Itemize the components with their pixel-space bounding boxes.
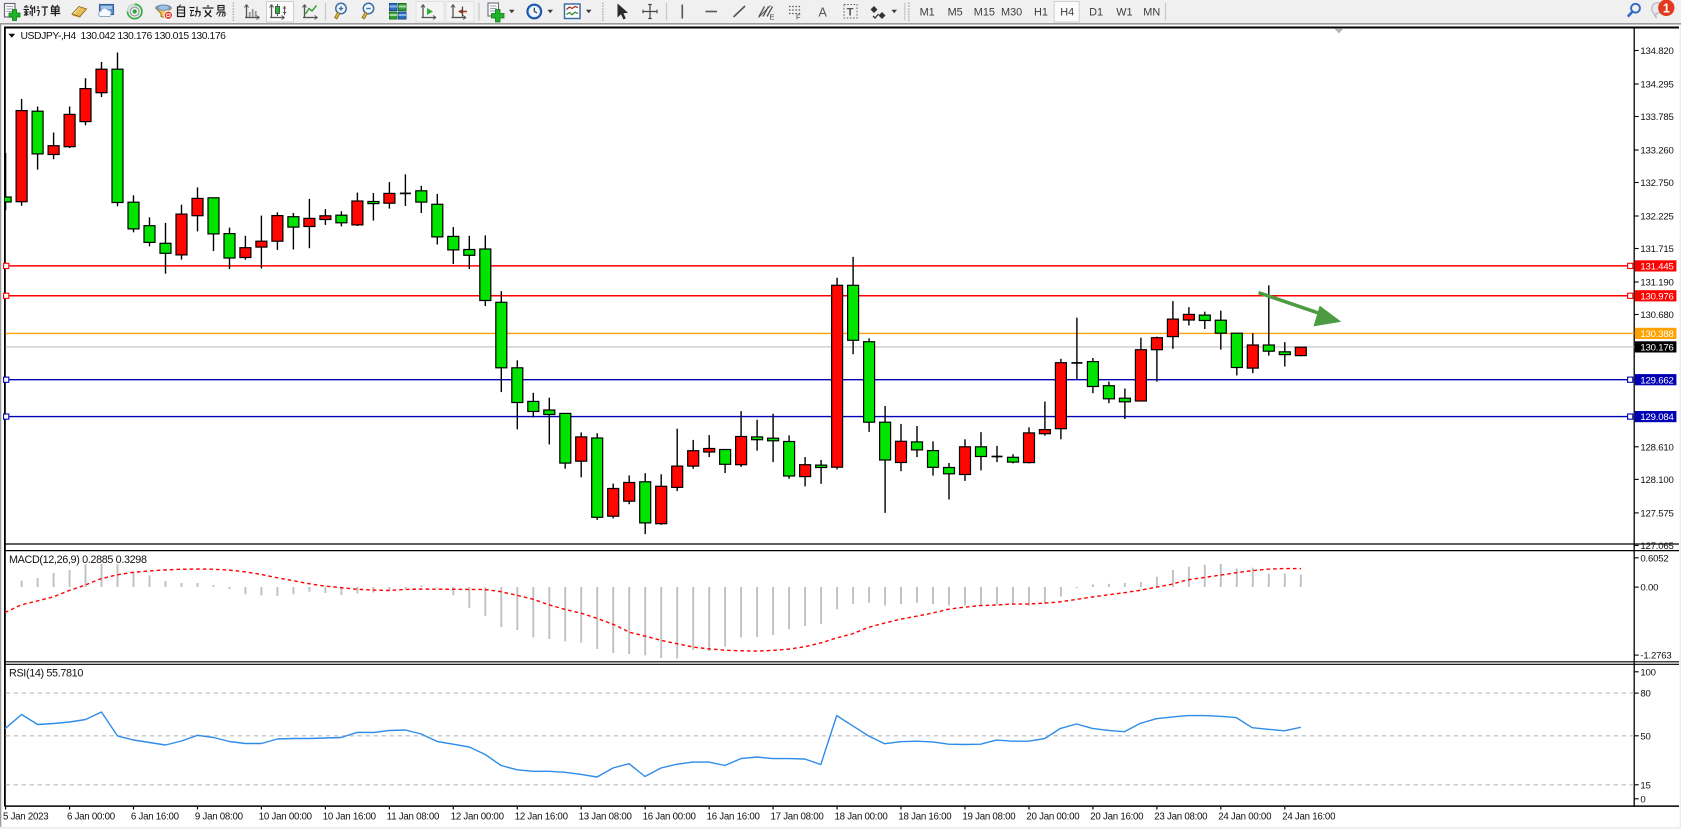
svg-text:-1.2763: -1.2763 — [1640, 651, 1671, 662]
svg-text:T: T — [847, 7, 854, 19]
svg-text:W1: W1 — [1116, 7, 1132, 19]
svg-text:18 Jan 00:00: 18 Jan 00:00 — [835, 811, 889, 822]
svg-text:A: A — [819, 6, 828, 20]
svg-text:D1: D1 — [1089, 7, 1103, 19]
svg-text:M1: M1 — [920, 7, 935, 19]
svg-text:16 Jan 16:00: 16 Jan 16:00 — [707, 811, 761, 822]
svg-text:131.190: 131.190 — [1640, 278, 1673, 289]
svg-text:130.976: 130.976 — [1640, 291, 1673, 302]
svg-text:11 Jan 08:00: 11 Jan 08:00 — [387, 811, 440, 822]
svg-text:80: 80 — [1640, 689, 1650, 700]
svg-text:18 Jan 16:00: 18 Jan 16:00 — [898, 811, 952, 822]
svg-text:6 Jan 16:00: 6 Jan 16:00 — [131, 811, 180, 822]
svg-text:6 Jan 00:00: 6 Jan 00:00 — [67, 811, 116, 822]
svg-text:9 Jan 08:00: 9 Jan 08:00 — [195, 811, 244, 822]
svg-text:127.065: 127.065 — [1640, 541, 1673, 552]
svg-text:100: 100 — [1640, 667, 1655, 678]
svg-text:20 Jan 16:00: 20 Jan 16:00 — [1090, 811, 1144, 822]
svg-text:15: 15 — [1640, 780, 1650, 791]
svg-text:50: 50 — [1640, 731, 1650, 742]
svg-text:M15: M15 — [974, 7, 995, 19]
svg-text:127.575: 127.575 — [1640, 509, 1673, 520]
svg-text:131.715: 131.715 — [1640, 244, 1673, 255]
svg-text:24 Jan 16:00: 24 Jan 16:00 — [1282, 811, 1336, 822]
svg-text:M5: M5 — [948, 7, 963, 19]
svg-text:12 Jan 00:00: 12 Jan 00:00 — [451, 811, 505, 822]
svg-text:12 Jan 16:00: 12 Jan 16:00 — [515, 811, 569, 822]
svg-text:16 Jan 00:00: 16 Jan 00:00 — [643, 811, 697, 822]
svg-text:24 Jan 00:00: 24 Jan 00:00 — [1218, 811, 1272, 822]
svg-text:F: F — [796, 13, 801, 22]
svg-text:5 Jan 2023: 5 Jan 2023 — [3, 811, 48, 822]
svg-text:RSI(14) 55.7810: RSI(14) 55.7810 — [9, 667, 83, 679]
svg-text:20 Jan 00:00: 20 Jan 00:00 — [1026, 811, 1080, 822]
svg-text:130.176: 130.176 — [1640, 343, 1673, 354]
svg-text:133.260: 133.260 — [1640, 146, 1673, 157]
svg-text:133.785: 133.785 — [1640, 112, 1673, 123]
svg-text:132.750: 132.750 — [1640, 178, 1673, 189]
svg-text:134.820: 134.820 — [1640, 46, 1673, 57]
svg-text:19 Jan 08:00: 19 Jan 08:00 — [962, 811, 1016, 822]
svg-text:128.100: 128.100 — [1640, 475, 1673, 486]
svg-text:0.6052: 0.6052 — [1640, 553, 1668, 564]
svg-text:USDJPY-,H4 130.042 130.176 13: USDJPY-,H4 130.042 130.176 130.015 130.1… — [21, 31, 227, 42]
svg-text:0: 0 — [1640, 794, 1645, 805]
svg-text:129.662: 129.662 — [1640, 375, 1673, 386]
svg-text:130.388: 130.388 — [1640, 329, 1673, 340]
svg-text:E: E — [770, 13, 775, 22]
svg-text:10 Jan 16:00: 10 Jan 16:00 — [323, 811, 377, 822]
svg-text:17 Jan 08:00: 17 Jan 08:00 — [771, 811, 825, 822]
svg-text:129.084: 129.084 — [1640, 412, 1674, 423]
svg-text:23 Jan 08:00: 23 Jan 08:00 — [1154, 811, 1208, 822]
svg-text:MN: MN — [1143, 7, 1160, 19]
svg-text:128.610: 128.610 — [1640, 442, 1673, 453]
svg-text:1: 1 — [1663, 1, 1670, 15]
svg-text:134.295: 134.295 — [1640, 80, 1673, 91]
svg-text:13 Jan 08:00: 13 Jan 08:00 — [579, 811, 633, 822]
svg-text:MACD(12,26,9) 0.2885 0.3298: MACD(12,26,9) 0.2885 0.3298 — [9, 554, 147, 566]
svg-text:0.00: 0.00 — [1640, 583, 1658, 594]
svg-text:M30: M30 — [1001, 7, 1022, 19]
svg-text:131.445: 131.445 — [1640, 262, 1673, 273]
svg-text:H1: H1 — [1034, 7, 1048, 19]
svg-text:H4: H4 — [1060, 7, 1074, 19]
svg-text:130.680: 130.680 — [1640, 310, 1673, 321]
svg-text:132.225: 132.225 — [1640, 212, 1673, 223]
svg-text:10 Jan 00:00: 10 Jan 00:00 — [259, 811, 313, 822]
